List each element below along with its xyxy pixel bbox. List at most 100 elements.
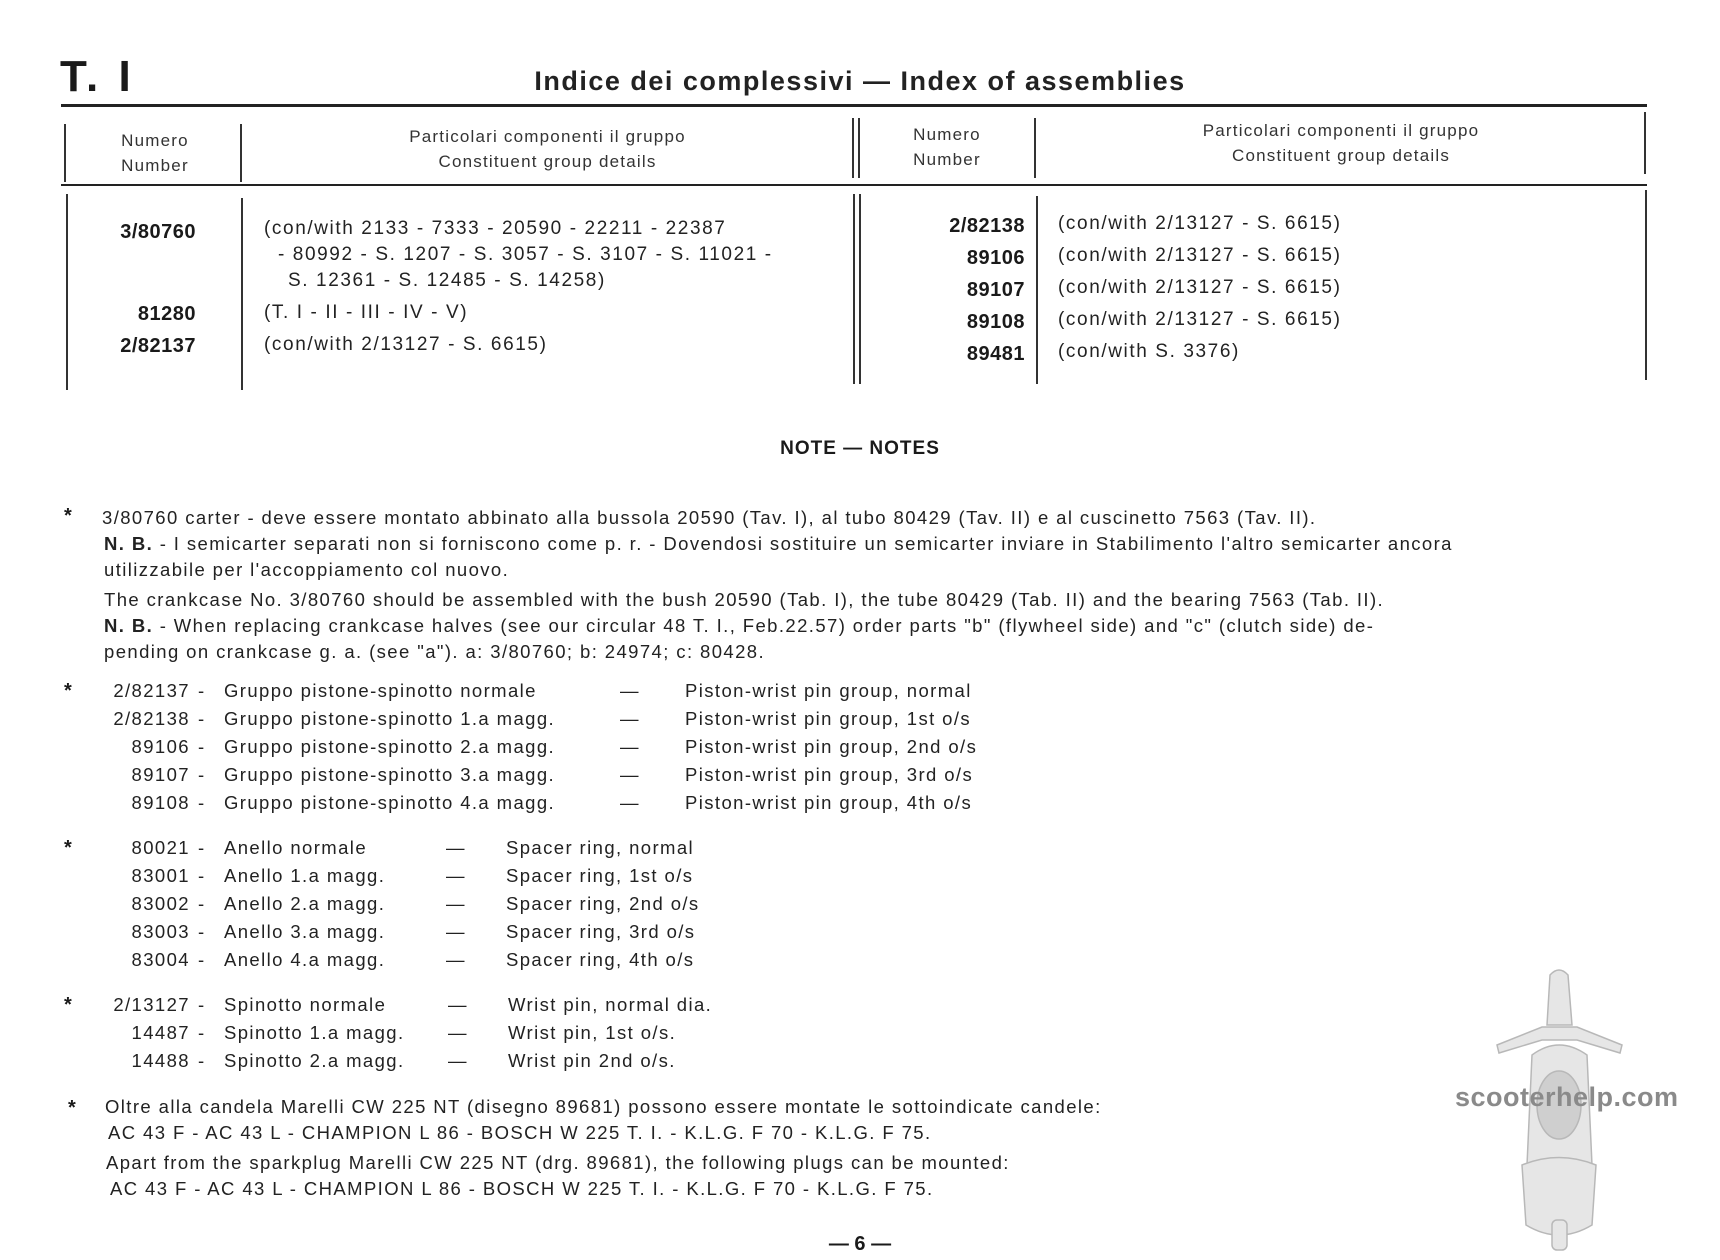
separator: - [198,994,206,1015]
divider [853,194,855,384]
star-marker: * [64,680,72,702]
italian-description: Spinotto normale [224,994,387,1015]
star-marker: * [64,505,72,527]
part-code: 2/82137 [113,680,190,701]
separator: - [198,865,206,886]
dash-separator: — [620,792,640,813]
separator: - [198,736,206,757]
part-number: 3/80760 [120,221,196,243]
italian-description: Gruppo pistone-spinotto 1.a magg. [224,708,556,729]
italian-description: Spinotto 2.a magg. [224,1050,405,1071]
note-text: Apart from the sparkplug Marelli CW 225 … [106,1152,1010,1173]
part-code: 83001 [131,865,190,886]
column-header: Numero Number [121,131,189,175]
divider [241,198,243,390]
watermark: scooterhelp.com [1455,1082,1679,1112]
divider [64,124,66,182]
english-description: Piston-wrist pin group, 3rd o/s [685,764,974,785]
dash-separator: — [620,764,640,785]
part-details: (con/with 2/13127 - S. 6615) [1058,277,1342,298]
divider [1034,118,1036,178]
star-marker: * [64,994,72,1016]
italian-description: Gruppo pistone-spinotto normale [224,680,537,701]
column-header: Numero Number [913,125,981,169]
part-code: 14488 [131,1050,190,1071]
part-code: 83004 [131,949,190,970]
page-title: Indice dei complessivi — Index of assemb… [534,66,1186,96]
note-text: AC 43 F - AC 43 L - CHAMPION L 86 - BOSC… [108,1122,932,1143]
part-details: - 80992 - S. 1207 - S. 3057 - S. 3107 - … [278,244,773,265]
table-number: T. I [60,52,135,101]
part-number: 2/82138 [949,215,1025,237]
notes-title: NOTE — NOTES [780,438,940,459]
separator: - [198,680,206,701]
divider [1036,196,1038,384]
note-text: N. B. - I semicarter separati non si for… [104,533,1453,554]
english-description: Piston-wrist pin group, 2nd o/s [685,736,978,757]
part-details: (con/with 2133 - 7333 - 20590 - 22211 - … [264,218,727,239]
english-description: Piston-wrist pin group, 1st o/s [685,708,972,729]
dash-separator: — [620,708,640,729]
divider [858,118,860,178]
part-details: (con/with 2/13127 - S. 6615) [1058,309,1342,330]
note-text: utilizzabile per l'accoppiamento col nuo… [104,559,510,580]
note-text: Oltre alla candela Marelli CW 225 NT (di… [105,1096,1102,1117]
dash-separator: — [446,893,466,914]
part-details: (T. I - II - III - IV - V) [264,302,469,323]
part-number: 89108 [966,311,1025,333]
dash-separator: — [446,837,466,858]
note-text: pending on crankcase g. a. (see "a"). a:… [104,641,766,662]
dash-separator: — [446,949,466,970]
english-description: Piston-wrist pin group, normal [685,680,972,701]
part-details: (con/with 2/13127 - S. 6615) [1058,245,1342,266]
separator: - [198,921,206,942]
part-code: 80021 [131,837,190,858]
note-text: AC 43 F - AC 43 L - CHAMPION L 86 - BOSC… [110,1178,934,1199]
separator: - [198,764,206,785]
header-divider [61,184,1647,186]
italian-description: Anello 2.a magg. [224,893,386,914]
english-description: Wrist pin 2nd o/s. [508,1050,676,1071]
english-description: Spacer ring, 3rd o/s [506,921,696,942]
part-details: (con/with S. 3376) [1058,341,1240,362]
italian-description: Anello normale [224,837,368,858]
italian-description: Anello 4.a magg. [224,949,386,970]
dash-separator: — [448,994,468,1015]
italian-description: Gruppo pistone-spinotto 3.a magg. [224,764,556,785]
separator: - [198,893,206,914]
star-marker: * [64,837,72,859]
italian-description: Gruppo pistone-spinotto 2.a magg. [224,736,556,757]
english-description: Spacer ring, 1st o/s [506,865,694,886]
part-number: 89107 [966,279,1025,301]
italian-description: Gruppo pistone-spinotto 4.a magg. [224,792,556,813]
part-code: 83003 [131,921,190,942]
english-description: Spacer ring, 4th o/s [506,949,695,970]
note-text: The crankcase No. 3/80760 should be asse… [104,589,1385,610]
separator: - [198,708,206,729]
divider [240,124,242,182]
dash-separator: — [448,1022,468,1043]
part-code: 89107 [131,764,190,785]
part-details: (con/with 2/13127 - S. 6615) [1058,213,1342,234]
divider [859,194,861,384]
separator: - [198,792,206,813]
part-code: 2/13127 [113,994,190,1015]
italian-description: Anello 1.a magg. [224,865,386,886]
note-text: N. B. - When replacing crankcase halves … [104,615,1375,636]
dash-separator: — [446,865,466,886]
part-details: (con/with 2/13127 - S. 6615) [264,334,548,355]
part-number: 2/82137 [120,335,196,357]
dash-separator: — [620,680,640,701]
divider [1645,190,1647,380]
column-header: Particolari componenti il gruppo Constitu… [409,127,686,171]
english-description: Spacer ring, normal [506,837,695,858]
part-code: 2/82138 [113,708,190,729]
part-number: 81280 [137,303,196,325]
scooter-illustration [1496,969,1623,1251]
english-description: Spacer ring, 2nd o/s [506,893,700,914]
divider [852,118,854,178]
part-details: S. 12361 - S. 12485 - S. 14258) [288,270,606,291]
title-rule [61,104,1647,107]
part-code: 89106 [131,736,190,757]
separator: - [198,1022,206,1043]
